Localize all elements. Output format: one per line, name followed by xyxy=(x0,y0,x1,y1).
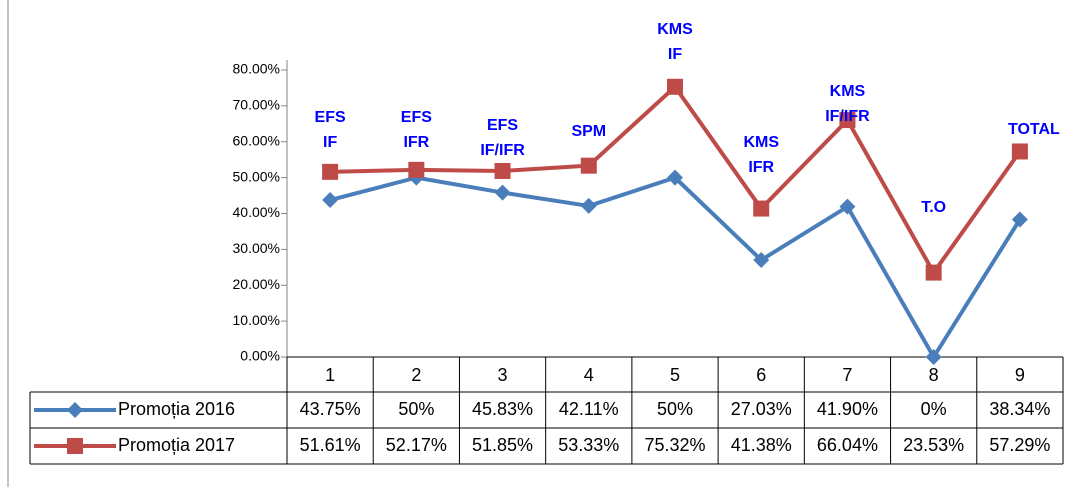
table-value: 50% xyxy=(657,399,693,419)
y-tick-label: 70.00% xyxy=(233,97,280,113)
annotation: T.O xyxy=(921,199,946,216)
marker xyxy=(580,157,597,174)
legend-label: Promoția 2017 xyxy=(118,435,235,455)
marker xyxy=(839,112,856,129)
marker xyxy=(494,184,511,201)
table-value: 66.04% xyxy=(817,435,878,455)
y-tick-label: 10.00% xyxy=(233,312,280,328)
y-tick-label: 60.00% xyxy=(233,132,280,148)
x-tick-label: 9 xyxy=(1015,365,1025,385)
marker xyxy=(753,252,770,269)
y-tick-label: 50.00% xyxy=(233,168,280,184)
legend-label: Promoția 2016 xyxy=(118,399,235,419)
marker xyxy=(753,200,770,217)
marker xyxy=(925,349,942,365)
marker xyxy=(322,192,339,209)
annotation: IF/IFR xyxy=(825,108,870,125)
x-tick-label: 8 xyxy=(929,365,939,385)
table-value: 38.34% xyxy=(989,399,1050,419)
annotation: EFS xyxy=(401,109,432,126)
table-value: 50% xyxy=(398,399,434,419)
x-tick-label: 7 xyxy=(842,365,852,385)
marker xyxy=(667,78,683,95)
x-tick-label: 6 xyxy=(756,365,766,385)
annotation: EFS xyxy=(487,117,518,134)
annotation: IF xyxy=(668,46,682,63)
marker xyxy=(1011,143,1028,160)
table-value: 57.29% xyxy=(989,435,1050,455)
table-value: 0% xyxy=(921,399,947,419)
table-value: 75.32% xyxy=(644,435,705,455)
marker xyxy=(839,198,856,215)
table-value: 45.83% xyxy=(472,399,533,419)
table-value: 51.61% xyxy=(300,435,361,455)
table-value: 41.90% xyxy=(817,399,878,419)
y-tick-label: 0.00% xyxy=(240,348,280,364)
x-tick-label: 1 xyxy=(325,365,335,385)
annotation: TOTAL xyxy=(1008,121,1060,138)
annotation: IF xyxy=(323,134,337,151)
table-value: 41.38% xyxy=(731,435,792,455)
y-tick-label: 80.00% xyxy=(233,61,280,77)
y-tick-label: 30.00% xyxy=(233,240,280,256)
marker xyxy=(408,161,425,178)
legend-marker xyxy=(67,438,83,454)
x-tick-label: 3 xyxy=(498,365,508,385)
marker xyxy=(322,163,339,180)
x-tick-label: 4 xyxy=(584,365,594,385)
table-value: 43.75% xyxy=(300,399,361,419)
annotation: IFR xyxy=(403,134,429,151)
annotation: KMS xyxy=(830,83,866,100)
annotation: EFS xyxy=(315,109,346,126)
x-tick-label: 5 xyxy=(670,365,680,385)
marker xyxy=(667,169,683,186)
legend-marker xyxy=(67,402,83,418)
annotation: IF/IFR xyxy=(480,142,525,159)
table-value: 42.11% xyxy=(559,399,619,419)
marker xyxy=(580,197,597,214)
x-tick-label: 2 xyxy=(411,365,421,385)
annotation: IFR xyxy=(748,159,774,176)
annotation: SPM xyxy=(571,123,606,140)
marker xyxy=(494,162,511,179)
table-value: 51.85% xyxy=(472,435,533,455)
marker xyxy=(925,264,942,281)
table-value: 27.03% xyxy=(731,399,792,419)
table-value: 53.33% xyxy=(558,435,619,455)
y-tick-label: 20.00% xyxy=(233,276,280,292)
annotation: KMS xyxy=(657,21,693,38)
table-value: 52.17% xyxy=(386,435,447,455)
marker xyxy=(1011,211,1028,228)
annotation: KMS xyxy=(743,134,779,151)
table-value: 23.53% xyxy=(903,435,964,455)
y-tick-label: 40.00% xyxy=(233,204,280,220)
